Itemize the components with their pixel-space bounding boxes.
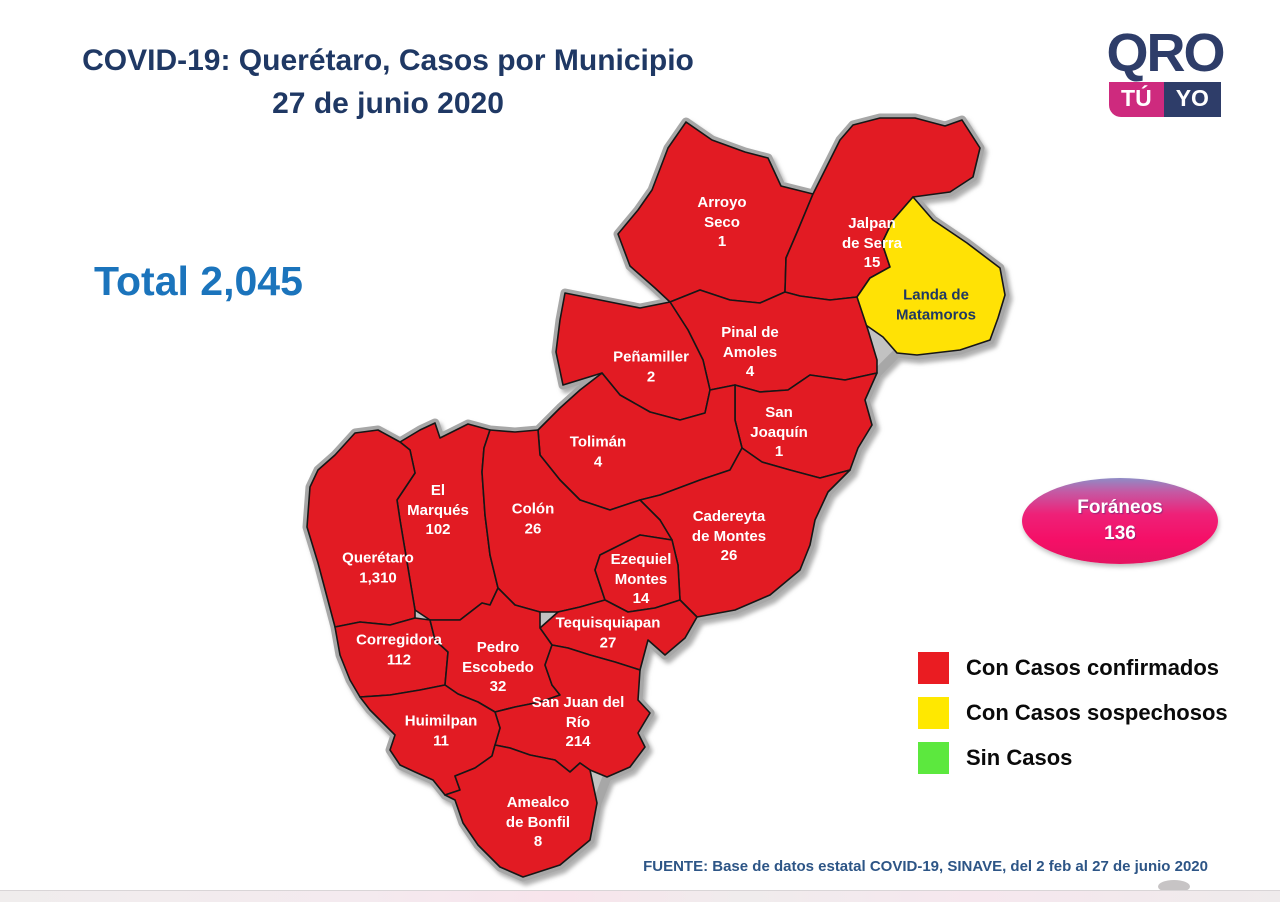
legend-label: Con Casos sospechosos xyxy=(966,700,1228,725)
municipality-shapes xyxy=(306,117,1006,878)
municipality-arroyo-seco xyxy=(617,121,814,304)
municipality-queretaro xyxy=(306,429,416,628)
page-title: COVID-19: Querétaro, Casos por Municipio… xyxy=(58,40,718,125)
foraneos-value: 136 xyxy=(1104,523,1136,544)
municipality-landa-de-matamoros xyxy=(856,196,1006,356)
page-title-line2: 27 de junio 2020 xyxy=(272,86,504,120)
qro-logo-tu: TÚ xyxy=(1109,82,1164,117)
legend-label: Sin Casos xyxy=(966,745,1073,770)
legend-swatch-icon xyxy=(918,742,949,774)
municipality-amealco-de-bonfil xyxy=(444,744,598,878)
municipality-cadereyta-de-montes xyxy=(639,447,851,618)
page-title-line1: COVID-19: Querétaro, Casos por Municipio xyxy=(82,44,694,77)
foraneos-label: Foráneos xyxy=(1077,497,1163,519)
qro-logo-yo: YO xyxy=(1163,82,1221,117)
legend: Con Casos confirmados Con Casos sospechos… xyxy=(918,652,1228,787)
total-cases-label: Total 2,045 xyxy=(94,258,303,304)
legend-swatch-icon xyxy=(918,697,949,729)
foraneos-badge: Foráneos 136 xyxy=(1022,478,1218,564)
source-note: FUENTE: Base de datos estatal COVID-19, … xyxy=(643,858,1208,875)
legend-row-0: Con Casos confirmados xyxy=(918,652,1228,684)
legend-row-2: Sin Casos xyxy=(918,742,1228,774)
legend-swatch-icon xyxy=(918,652,949,684)
qro-logo-boxes: TÚ YO xyxy=(1080,82,1250,117)
legend-row-1: Con Casos sospechosos xyxy=(918,697,1228,729)
legend-label: Con Casos confirmados xyxy=(966,655,1220,680)
bottom-artifact-blob xyxy=(1158,880,1190,893)
qro-logo: QRO TÚ YO xyxy=(1080,26,1250,117)
bottom-artifact-strip xyxy=(0,890,1280,902)
qro-logo-text: QRO xyxy=(1106,23,1225,83)
